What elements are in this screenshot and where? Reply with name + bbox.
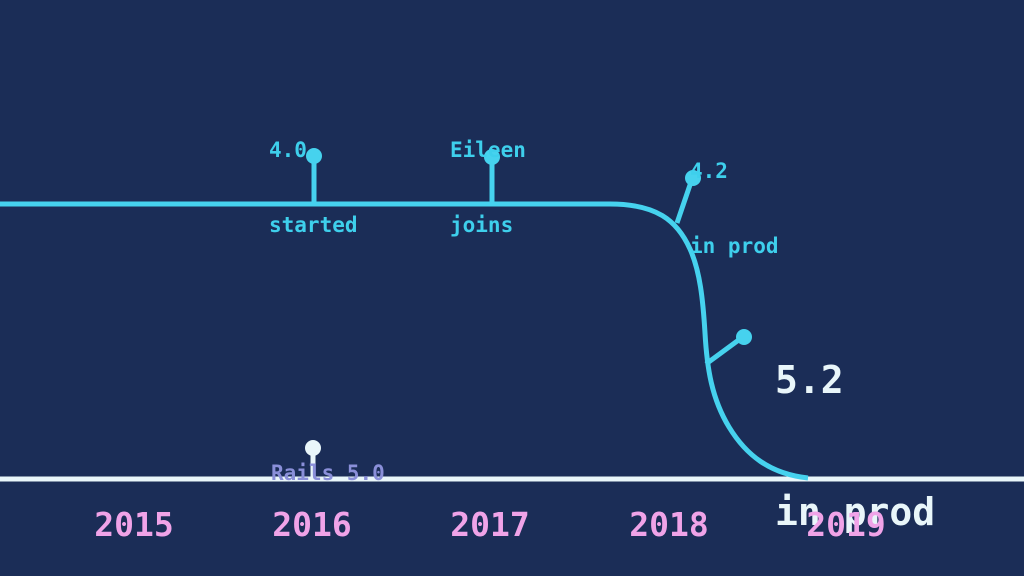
event-label-40-started: 4.0 started bbox=[269, 88, 358, 288]
event-dot-eileen-joins bbox=[484, 149, 500, 165]
event-label-line: in prod bbox=[690, 234, 779, 258]
event-dot-52-in-prod bbox=[736, 329, 752, 345]
event-stem-42-in-prod bbox=[674, 181, 694, 224]
event-label-line: joins bbox=[450, 213, 514, 237]
year-tick-2019: 2019 bbox=[806, 505, 886, 544]
event-label-rails-50: Rails 5.0 bbox=[271, 411, 385, 536]
event-label-line: Rails 5.0 bbox=[271, 461, 385, 485]
year-tick-2018: 2018 bbox=[629, 505, 709, 544]
event-label-52-in-prod: 5.2 in prod bbox=[775, 270, 935, 576]
year-tick-2015: 2015 bbox=[94, 505, 174, 544]
event-dot-40-started bbox=[306, 148, 322, 164]
timeline-decline-curve bbox=[0, 201, 809, 481]
event-stem-52-in-prod bbox=[704, 336, 742, 367]
event-label-42-in-prod: 4.2 in prod bbox=[690, 109, 779, 309]
event-label-line: 4.2 bbox=[690, 159, 728, 183]
event-label-line: 4.0 bbox=[269, 138, 307, 162]
event-label-line: 5.2 bbox=[775, 358, 844, 402]
event-dot-rails-50 bbox=[305, 440, 321, 456]
event-label-line: in prod bbox=[775, 490, 936, 534]
event-label-eileen-joins: Eileen joins bbox=[450, 88, 526, 288]
event-dot-42-in-prod bbox=[685, 170, 701, 186]
year-tick-2017: 2017 bbox=[450, 505, 530, 544]
event-label-line: started bbox=[269, 213, 358, 237]
event-label-line: Eileen bbox=[450, 138, 526, 162]
year-tick-2016: 2016 bbox=[272, 505, 352, 544]
year-axis: 2015 2016 2017 2018 2019 bbox=[0, 507, 1024, 547]
